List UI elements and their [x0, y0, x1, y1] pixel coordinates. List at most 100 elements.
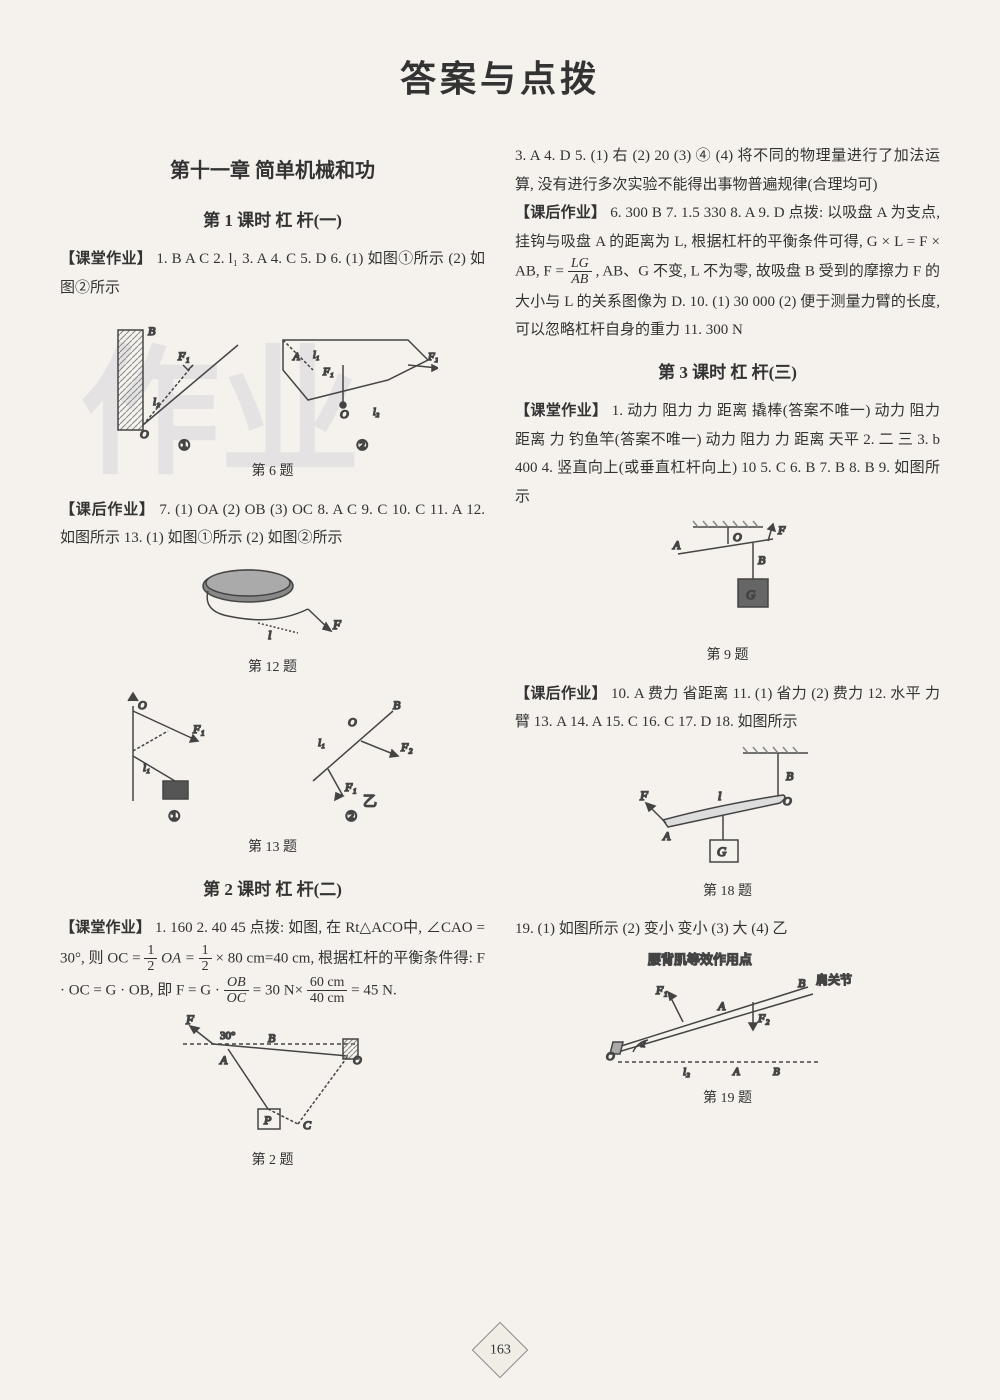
svg-text:O: O [340, 407, 349, 421]
fig19-label: 腰背肌等效作用点 [648, 952, 752, 967]
fig18-caption: 第 18 题 [515, 879, 940, 906]
l3-homework: 【课后作业】 10. A 费力 省距离 11. (1) 省力 (2) 费力 12… [515, 680, 940, 737]
fig9-caption: 第 9 题 [515, 643, 940, 670]
svg-text:B: B [798, 976, 806, 990]
frac1-den: 2 [144, 959, 157, 974]
l2-cw-p2: 3. A 4. D 5. (1) 右 (2) 20 (3) ④ (4) 将不同的… [515, 142, 940, 199]
frac4-num: 60 cm [307, 975, 348, 991]
classwork-label: 【课堂作业】 [60, 251, 152, 267]
fig12-caption: 第 12 题 [60, 655, 485, 682]
fraction-2: 1 2 [199, 943, 212, 975]
fig13-caption: 第 13 题 [60, 835, 485, 862]
svg-text:B: B [148, 324, 156, 338]
svg-text:F: F [777, 523, 786, 537]
fig6-caption: 第 6 题 [60, 459, 485, 486]
svg-text:F₁: F₁ [344, 780, 357, 794]
figure-13: O F₁ l₁ ① O B [60, 691, 485, 831]
frac5-den: AB [568, 272, 592, 287]
svg-text:B: B [786, 769, 794, 783]
page-number: 163 [490, 1342, 511, 1358]
svg-text:F: F [185, 1014, 195, 1027]
svg-text:P: P [263, 1113, 272, 1127]
homework-label: 【课后作业】 [60, 502, 155, 518]
svg-text:F₁: F₁ [655, 983, 668, 997]
svg-text:F₁: F₁ [322, 366, 334, 378]
svg-text:F₁: F₁ [177, 349, 190, 363]
fraction-5: LG AB [568, 256, 592, 288]
svg-text:B: B [268, 1031, 276, 1045]
frac3-den: OC [224, 991, 249, 1006]
svg-text:A: A [292, 351, 300, 363]
figure-9: A O F B G [515, 519, 940, 639]
fraction-4: 60 cm 40 cm [307, 975, 348, 1007]
svg-text:A: A [662, 829, 671, 843]
svg-text:①: ① [178, 439, 191, 454]
frac3-num: OB [224, 975, 249, 991]
svg-text:F: F [639, 788, 649, 803]
svg-text:乙: 乙 [363, 794, 377, 810]
svg-text:F₁: F₁ [192, 722, 205, 736]
svg-text:O: O [140, 427, 149, 441]
page-number-badge: 163 [472, 1322, 529, 1379]
svg-text:F₂: F₂ [400, 740, 413, 754]
fraction-3: OB OC [224, 975, 249, 1007]
svg-text:G: G [746, 587, 756, 602]
svg-text:O: O [348, 715, 357, 729]
chapter-title: 第十一章 简单机械和功 [60, 152, 485, 190]
svg-text:C: C [303, 1118, 312, 1132]
svg-text:A: A [717, 999, 726, 1013]
svg-text:肩关节: 肩关节 [816, 972, 852, 987]
figure-6: B F₁ l₁ O ① A F₁ [60, 310, 485, 455]
l2-cw-p1d: = 30 N× [253, 982, 303, 998]
svg-text:l₂: l₂ [683, 1066, 690, 1078]
figure-2: F 30° B O A P C [60, 1014, 485, 1144]
svg-text:l: l [268, 628, 272, 642]
svg-text:l₁: l₁ [313, 350, 319, 361]
l3-hw-p2: 19. (1) 如图所示 (2) 变小 变小 (3) 大 (4) 乙 [515, 915, 940, 944]
svg-text:30°: 30° [220, 1030, 235, 1042]
figure-12: l F [60, 561, 485, 651]
l2-cw-label: 【课堂作业】 [60, 920, 151, 936]
fraction-1: 1 2 [144, 943, 157, 975]
left-column: 第十一章 简单机械和功 第 1 课时 杠 杆(一) 【课堂作业】 1. B A … [60, 142, 485, 1185]
l2-homework: 【课后作业】 6. 300 B 7. 1.5 330 8. A 9. D 点拨:… [515, 199, 940, 345]
svg-text:A: A [219, 1053, 228, 1067]
frac5-num: LG [568, 256, 592, 272]
fig2-caption: 第 2 题 [60, 1148, 485, 1175]
l3-classwork: 【课堂作业】 1. 动力 阻力 力 距离 撬棒(答案不唯一) 动力 阻力 距离 … [515, 397, 940, 511]
svg-text:F: F [332, 617, 342, 632]
l2-hw-label: 【课后作业】 [515, 205, 606, 221]
l3-cw-label: 【课堂作业】 [515, 403, 608, 419]
frac2-den: 2 [199, 959, 212, 974]
svg-text:B: B [773, 1066, 780, 1078]
svg-text:l₂: l₂ [373, 407, 380, 418]
figure-18: F l O B A G [515, 745, 940, 875]
frac4-den: 40 cm [307, 991, 348, 1006]
svg-text:B: B [393, 698, 401, 712]
frac2-num: 1 [199, 943, 212, 959]
svg-text:O: O [353, 1053, 362, 1067]
lesson-2-title: 第 2 课时 杠 杆(二) [60, 874, 485, 906]
lesson-3-title: 第 3 课时 杠 杆(三) [515, 357, 940, 389]
svg-text:②: ② [356, 439, 369, 454]
svg-text:F₂: F₂ [757, 1011, 770, 1025]
l2-cw-p1e: = 45 N. [351, 982, 397, 998]
svg-text:O: O [606, 1049, 615, 1063]
svg-text:F₂: F₂ [427, 351, 438, 363]
svg-text:②: ② [345, 810, 358, 825]
l1-homework: 【课后作业】 7. (1) OA (2) OB (3) OC 8. A C 9.… [60, 496, 485, 553]
svg-text:G: G [717, 844, 727, 859]
svg-text:α: α [640, 1039, 646, 1050]
svg-text:B: B [758, 553, 766, 567]
lesson-1-title: 第 1 课时 杠 杆(一) [60, 205, 485, 237]
figure-19: 腰背肌等效作用点 O F₁ F₂ A B 肩关节 [515, 952, 940, 1082]
svg-text:O: O [733, 530, 742, 544]
svg-text:O: O [783, 794, 792, 808]
l3-hw-label: 【课后作业】 [515, 686, 607, 702]
two-column-layout: 第十一章 简单机械和功 第 1 课时 杠 杆(一) 【课堂作业】 1. B A … [60, 142, 940, 1185]
l2-classwork: 【课堂作业】 1. 160 2. 40 45 点拨: 如图, 在 Rt△ACO中… [60, 914, 485, 1006]
svg-text:A: A [672, 538, 681, 552]
svg-text:O: O [138, 698, 147, 712]
right-column: 3. A 4. D 5. (1) 右 (2) 20 (3) ④ (4) 将不同的… [515, 142, 940, 1185]
svg-text:l₁: l₁ [318, 737, 325, 749]
